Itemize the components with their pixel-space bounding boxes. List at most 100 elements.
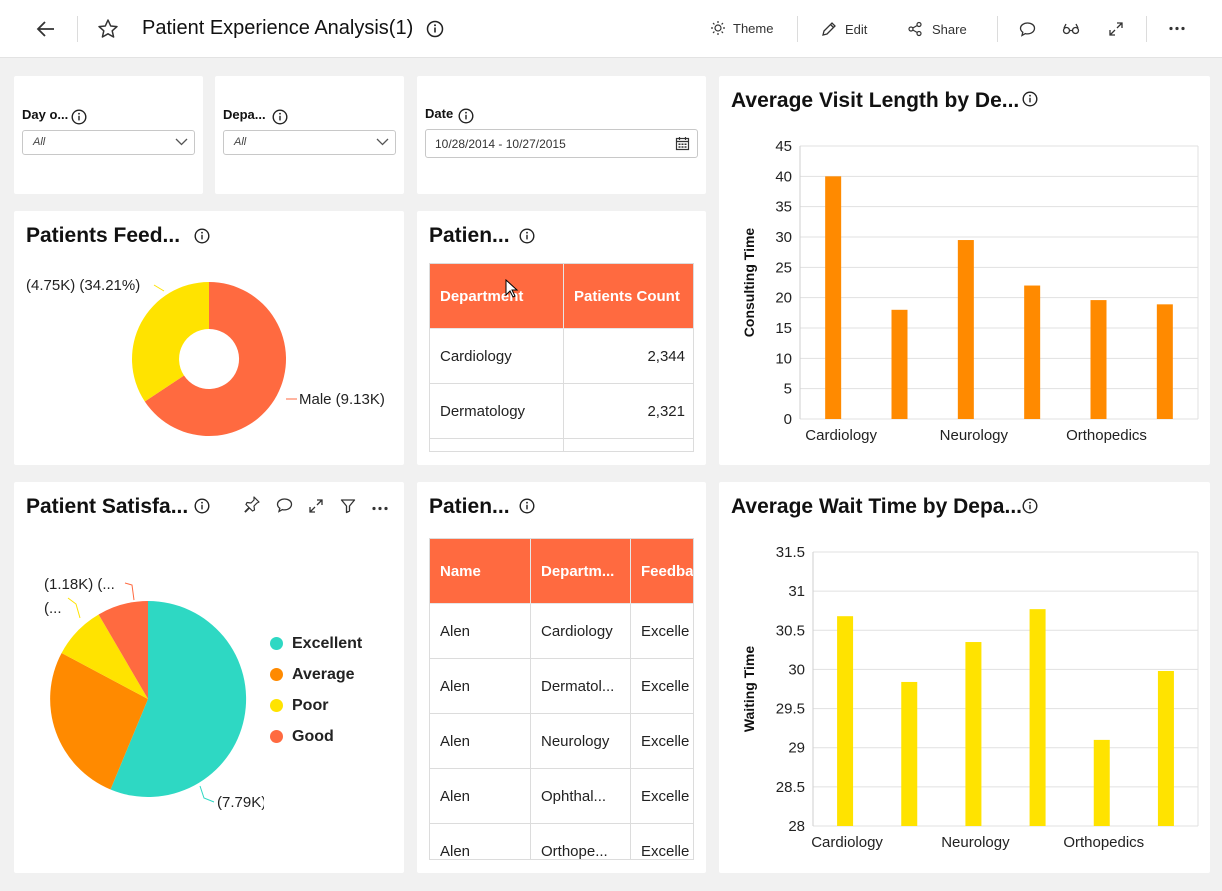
chevron-down-icon	[376, 138, 389, 146]
column-header[interactable]: Departm...	[530, 539, 631, 604]
x-tick-label: Cardiology	[811, 834, 883, 851]
legend-item-poor[interactable]: Poor	[270, 690, 362, 721]
visit-length-card: Average Visit Length by De... 0 5 10 15 20 25…	[719, 76, 1210, 465]
column-header[interactable]: Patients Count	[563, 264, 693, 329]
back-icon[interactable]	[36, 20, 56, 38]
info-icon[interactable]	[71, 109, 87, 125]
y-tick-label: 30.5	[776, 622, 805, 639]
bar[interactable]	[1157, 670, 1174, 826]
filter-day-value: All	[33, 136, 46, 148]
legend-item-average[interactable]: Average	[270, 659, 362, 690]
table-row[interactable]: Alen Orthope... Excelle	[430, 823, 693, 859]
x-tick-label: Cardiology	[805, 427, 877, 444]
comment-icon[interactable]	[276, 497, 293, 513]
info-icon[interactable]	[519, 228, 535, 244]
filter-department-card: Depa... All	[215, 76, 404, 194]
bar[interactable]	[1090, 300, 1107, 419]
legend-swatch	[270, 730, 283, 743]
table-cell: Excelle	[630, 658, 693, 714]
x-tick-label: Neurology	[941, 834, 1010, 851]
table-row[interactable]: Alen Neurology Excelle	[430, 713, 693, 769]
y-tick-label: 0	[784, 411, 792, 428]
theme-button[interactable]: Theme	[710, 20, 773, 36]
bar[interactable]	[1156, 304, 1173, 419]
info-icon[interactable]	[272, 109, 288, 125]
divider	[997, 16, 998, 42]
leader-line	[124, 582, 135, 601]
y-tick-label: 31.5	[776, 544, 805, 561]
filter-day-label: Day o...	[22, 107, 69, 122]
table-row[interactable]: Cardiology 2,344	[430, 328, 693, 384]
good-slice[interactable]	[98, 601, 148, 699]
bar[interactable]	[837, 616, 854, 826]
info-icon[interactable]	[458, 108, 474, 124]
more-options-icon[interactable]	[372, 506, 388, 511]
male-slice[interactable]	[144, 282, 287, 436]
table-row[interactable]: Alen Dermatol... Excelle	[430, 658, 693, 714]
info-icon[interactable]	[1022, 498, 1038, 514]
bar[interactable]	[825, 176, 842, 419]
feedback-donut-chart: (4.75K) (34.21%) Male (9.13K)	[26, 277, 385, 436]
star-icon[interactable]	[97, 18, 119, 40]
calendar-icon[interactable]	[675, 136, 690, 151]
leader-line	[199, 785, 215, 803]
legend-label: Poor	[292, 696, 329, 714]
male-label: Male (9.13K)	[299, 391, 385, 408]
expand-icon[interactable]	[308, 498, 324, 514]
date-range-input[interactable]: 10/28/2014 - 10/27/2015	[425, 129, 698, 158]
bar[interactable]	[901, 681, 918, 826]
share-button[interactable]: Share	[907, 21, 967, 37]
bar[interactable]	[965, 642, 982, 826]
y-tick-label: 29	[788, 740, 805, 757]
patients-feedback-card: Patients Feed... (4.75K) (34.21%) Male (…	[14, 211, 404, 465]
info-icon[interactable]	[194, 498, 210, 514]
bar[interactable]	[891, 309, 908, 419]
filter-day-select[interactable]: All	[22, 130, 195, 155]
legend-item-excellent[interactable]: Excellent	[270, 628, 362, 659]
edit-button[interactable]: Edit	[821, 21, 867, 37]
table-row[interactable]: Alen Ophthal... Excelle	[430, 768, 693, 824]
glasses-icon[interactable]	[1062, 22, 1080, 36]
page-title: Patient Experience Analysis(1)	[142, 17, 414, 39]
x-tick-label: Neurology	[940, 427, 1009, 444]
bar[interactable]	[957, 240, 974, 419]
excellent-slice[interactable]	[110, 600, 247, 797]
more-options-icon[interactable]	[1169, 26, 1185, 31]
x-tick-label: Orthopedics	[1066, 427, 1147, 444]
table-row[interactable]: Dermatology 2,321	[430, 383, 693, 439]
column-header[interactable]: Name	[430, 539, 531, 604]
table-cell: Orthope...	[530, 823, 631, 859]
average-slice[interactable]	[50, 653, 148, 790]
card-title: Average Wait Time by Depa...	[731, 495, 1022, 518]
table-row[interactable]: Alen Cardiology Excelle	[430, 603, 693, 659]
info-icon[interactable]	[1022, 91, 1038, 107]
y-tick-label: 31	[788, 583, 805, 600]
pin-icon[interactable]	[244, 496, 260, 514]
info-icon[interactable]	[426, 20, 444, 38]
poor-slice[interactable]	[61, 614, 148, 700]
filter-icon[interactable]	[340, 498, 356, 514]
divider	[77, 16, 78, 42]
legend-swatch	[270, 699, 283, 712]
y-axis-title: Consulting Time	[741, 228, 757, 338]
column-header[interactable]: Feedba	[630, 539, 693, 604]
patients-table-viewport[interactable]: Name Departm... Feedba Alen Cardiology E…	[429, 538, 694, 860]
bar[interactable]	[1024, 285, 1041, 419]
legend-swatch	[270, 668, 283, 681]
pencil-icon	[822, 22, 836, 36]
fullscreen-icon[interactable]	[1108, 21, 1124, 37]
female-slice[interactable]	[132, 282, 209, 402]
info-icon[interactable]	[519, 498, 535, 514]
visit-length-bar-chart: 0 5 10 15 20 25 30 35 40 45 Cardiology Neurology Ort…	[741, 138, 1199, 444]
filter-department-select[interactable]: All	[223, 130, 396, 155]
filter-date-label: Date	[425, 106, 454, 121]
top-bar: Patient Experience Analysis(1) Theme Edi…	[0, 0, 1222, 58]
comment-icon[interactable]	[1019, 21, 1036, 37]
patients-count-table-viewport[interactable]: Department Patients Count Cardiology 2,3…	[429, 263, 694, 452]
card-title: Patien...	[429, 495, 510, 518]
bar[interactable]	[1029, 609, 1046, 826]
legend-item-good[interactable]: Good	[270, 721, 362, 752]
column-header[interactable]: Department	[430, 264, 564, 329]
info-icon[interactable]	[194, 228, 210, 244]
bar[interactable]	[1093, 739, 1110, 826]
